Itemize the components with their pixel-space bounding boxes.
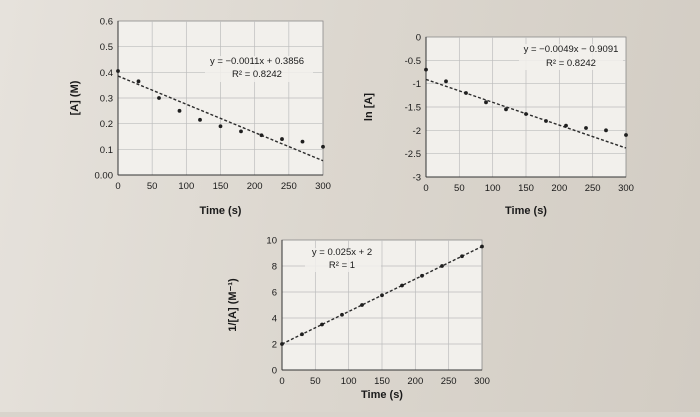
y-tick-label: 0.2 xyxy=(100,119,113,130)
data-point xyxy=(420,273,424,278)
trendline xyxy=(117,75,324,162)
x-tick-label: 50 xyxy=(310,376,321,387)
x-tick-label: 150 xyxy=(374,376,390,387)
y-tick-label: -1.5 xyxy=(405,103,421,114)
r-squared: R² = 1 xyxy=(329,260,355,271)
data-point xyxy=(280,342,284,346)
x-tick-label: 250 xyxy=(441,376,457,387)
x-axis-title: Time (s) xyxy=(505,205,547,217)
data-point xyxy=(460,254,464,259)
data-point xyxy=(564,123,568,128)
trend-equation: y = −0.0049x − 0.9091 xyxy=(524,44,619,55)
data-point xyxy=(360,303,364,307)
y-tick-label: 6 xyxy=(272,288,277,299)
y-tick-label: -0.5 xyxy=(405,56,421,67)
x-tick-label: 200 xyxy=(407,376,423,387)
x-tick-label: 300 xyxy=(618,183,634,194)
data-point xyxy=(280,137,284,141)
y-axis-title: ln [A] xyxy=(363,93,375,121)
x-tick-label: 100 xyxy=(341,376,357,387)
data-point xyxy=(218,124,223,129)
r-squared: R² = 0.8242 xyxy=(232,69,282,80)
data-point xyxy=(604,128,608,133)
y-tick-label: 0.3 xyxy=(100,94,113,105)
data-point xyxy=(198,117,202,122)
y-tick-label: 0 xyxy=(272,366,277,377)
x-tick-label: 200 xyxy=(551,183,567,194)
data-point xyxy=(440,264,444,268)
equation-box xyxy=(519,44,623,70)
x-tick-label: 250 xyxy=(585,183,601,194)
equation-box xyxy=(205,56,313,82)
data-point xyxy=(239,129,243,134)
data-point xyxy=(136,79,141,84)
data-point xyxy=(340,312,344,317)
y-tick-label: 0.6 xyxy=(100,17,113,28)
y-axis-title: [A] (M) xyxy=(69,80,81,115)
x-tick-label: 150 xyxy=(213,181,229,192)
x-tick-label: 0 xyxy=(423,183,428,194)
x-tick-label: 250 xyxy=(281,181,297,192)
data-point xyxy=(480,244,484,249)
data-point xyxy=(524,112,528,116)
trend-equation: y = 0.025x + 2 xyxy=(312,247,372,258)
data-point xyxy=(177,108,182,113)
data-point xyxy=(400,283,404,288)
y-tick-label: 0.1 xyxy=(100,145,113,156)
data-point xyxy=(584,126,588,130)
data-point xyxy=(380,293,384,298)
y-tick-label: -1 xyxy=(413,79,421,90)
r-squared: R² = 0.8242 xyxy=(546,58,596,69)
data-point xyxy=(504,107,508,112)
x-axis-title: Time (s) xyxy=(200,205,242,217)
x-tick-label: 100 xyxy=(485,183,501,194)
data-point xyxy=(320,322,324,327)
y-tick-label: 2 xyxy=(272,340,277,351)
data-point xyxy=(624,133,628,137)
y-tick-label: 8 xyxy=(272,262,277,273)
data-point xyxy=(321,144,325,149)
y-tick-label: 0 xyxy=(416,33,421,44)
x-tick-label: 150 xyxy=(518,183,534,194)
x-tick-label: 0 xyxy=(115,181,120,192)
y-tick-label: 10 xyxy=(266,236,277,247)
y-tick-label: 4 xyxy=(272,314,277,325)
data-point xyxy=(259,133,264,138)
x-tick-label: 300 xyxy=(315,181,331,192)
data-point xyxy=(300,139,305,144)
data-point xyxy=(444,79,448,84)
y-tick-label: 0.5 xyxy=(100,42,113,53)
trend-equation: y = −0.0011x + 0.3856 xyxy=(210,56,304,67)
x-tick-label: 300 xyxy=(474,376,490,387)
x-tick-label: 0 xyxy=(279,376,284,387)
y-axis-title: 1/[A] (M⁻¹) xyxy=(227,278,239,332)
y-tick-label: -2 xyxy=(413,126,421,137)
data-point xyxy=(116,69,120,73)
y-tick-label: -2.5 xyxy=(405,149,421,160)
x-tick-label: 100 xyxy=(178,181,194,192)
x-tick-label: 50 xyxy=(454,183,465,194)
data-point xyxy=(484,100,488,105)
y-tick-label: 0.4 xyxy=(100,68,113,79)
x-tick-label: 50 xyxy=(147,181,158,192)
x-tick-label: 200 xyxy=(247,181,263,192)
data-point xyxy=(424,67,428,72)
y-tick-label: 0.00 xyxy=(95,171,114,182)
data-point xyxy=(300,332,304,337)
chart-conc: 0 50 100 150 200 250 300 0.00 0.1 0.2 0.3 0.4 0.5 0.6… xyxy=(69,17,331,218)
chart-invconc: 0 50 100 150 200 250 300 0 2 4 6 8 10 Time (s) 1/[A] (… xyxy=(227,236,490,402)
y-tick-label: -3 xyxy=(413,173,421,184)
data-point xyxy=(544,119,548,123)
chart-lnconc: 0 50 100 150 200 250 300 -3 -2.5 -2 -1.5 -1 -0.5 0 Tim… xyxy=(363,33,634,218)
equation-box xyxy=(305,248,381,272)
data-point xyxy=(157,96,161,100)
data-point xyxy=(464,91,468,95)
x-axis-title: Time (s) xyxy=(361,389,403,401)
